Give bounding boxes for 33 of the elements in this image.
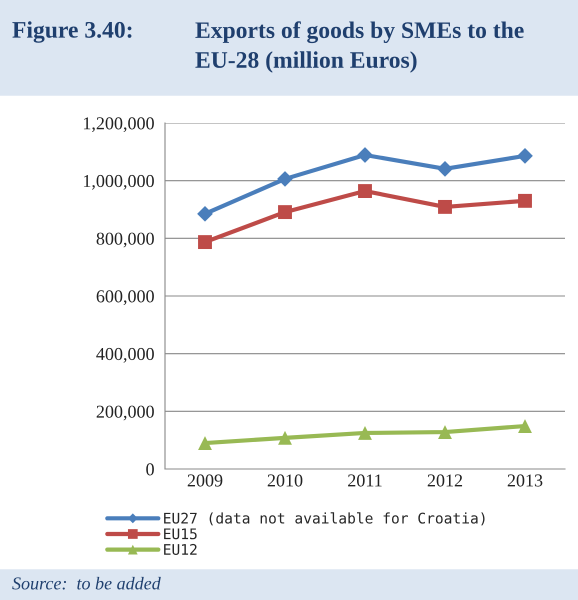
y-tick-label: 1,200,000 (84, 117, 154, 132)
point (277, 171, 293, 187)
point (357, 147, 373, 163)
point (518, 419, 532, 433)
source-note: Source: to be added (12, 576, 161, 590)
point (358, 184, 372, 198)
chart-title: Exports of goods by SMEs to the EU-28 (million Euros) (195, 21, 524, 73)
x-tick-label: 2012 (428, 474, 462, 487)
point (438, 200, 452, 214)
y-tick-label: 200,000 (96, 406, 154, 420)
y-tick-label: 600,000 (96, 290, 154, 306)
point (198, 235, 212, 250)
x-tick-label: 2013 (508, 474, 542, 487)
y-tick-label: 400,000 (96, 348, 154, 363)
point (438, 425, 452, 440)
point (278, 205, 292, 220)
point (517, 148, 533, 164)
point (197, 206, 213, 222)
point (358, 426, 372, 440)
caption: Figure 3.40: (12, 21, 132, 43)
x-tick-label: 2011 (348, 474, 382, 487)
legend-label: EU27 (data not available for Croatia) (164, 512, 485, 526)
legend-label: EU15 (164, 528, 197, 540)
x-tick-label: 2009 (188, 474, 222, 487)
legend-label: EU12 (164, 544, 197, 555)
point (198, 436, 212, 450)
y-tick-label: 800,000 (96, 232, 154, 248)
x-tick-label: 2010 (268, 474, 302, 487)
point (437, 160, 453, 177)
y-tick-label: 1,000,000 (84, 174, 154, 190)
point (518, 194, 532, 208)
point (278, 430, 292, 445)
y-tick-label: 0 (146, 463, 154, 476)
